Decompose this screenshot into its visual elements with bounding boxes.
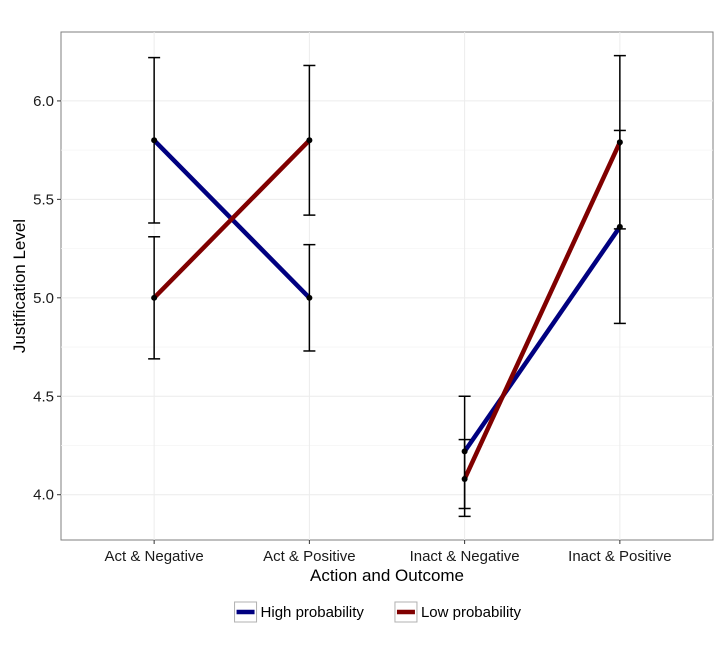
y-tick-label: 6.0 <box>33 93 54 110</box>
x-tick-label: Act & Positive <box>263 548 356 565</box>
series-lines <box>152 138 622 480</box>
x-axis-ticks: Act & Negative Act & Positive Inact & Nega… <box>105 540 672 565</box>
y-axis-title: Justification Level <box>10 219 29 353</box>
legend-label: Low probability <box>421 604 522 621</box>
data-point-high-probability <box>616 223 623 230</box>
x-tick-label: Act & Negative <box>105 548 204 565</box>
x-axis-title: Action and Outcome <box>310 566 464 585</box>
y-tick-label: 5.5 <box>33 191 54 208</box>
legend-item-high-probability: High probability <box>234 601 365 623</box>
x-tick-label: Inact & Positive <box>568 548 671 565</box>
y-axis-ticks: 4.0 4.5 5.0 5.5 6.0 <box>33 93 61 504</box>
data-point-high-probability <box>461 448 468 455</box>
data-points <box>151 137 623 482</box>
data-point-high-probability <box>306 294 313 301</box>
data-point-low-probability <box>616 139 623 146</box>
plot-panel <box>60 31 714 541</box>
y-tick-label: 4.0 <box>33 487 54 504</box>
data-point-low-probability <box>151 294 158 301</box>
series-line-low-probability <box>152 138 311 300</box>
series-line-high-probability <box>462 225 622 453</box>
legend-item-low-probability: Low probability <box>394 601 522 623</box>
x-tick-label: Inact & Negative <box>410 548 520 565</box>
legend-label: High probability <box>261 604 365 621</box>
series-line-low-probability <box>462 141 622 480</box>
data-point-low-probability <box>306 137 313 144</box>
data-point-low-probability <box>461 475 468 482</box>
legend: High probability Low probability <box>234 601 522 623</box>
data-point-high-probability <box>151 137 158 144</box>
y-tick-label: 4.5 <box>33 388 54 405</box>
y-tick-label: 5.0 <box>33 290 54 307</box>
